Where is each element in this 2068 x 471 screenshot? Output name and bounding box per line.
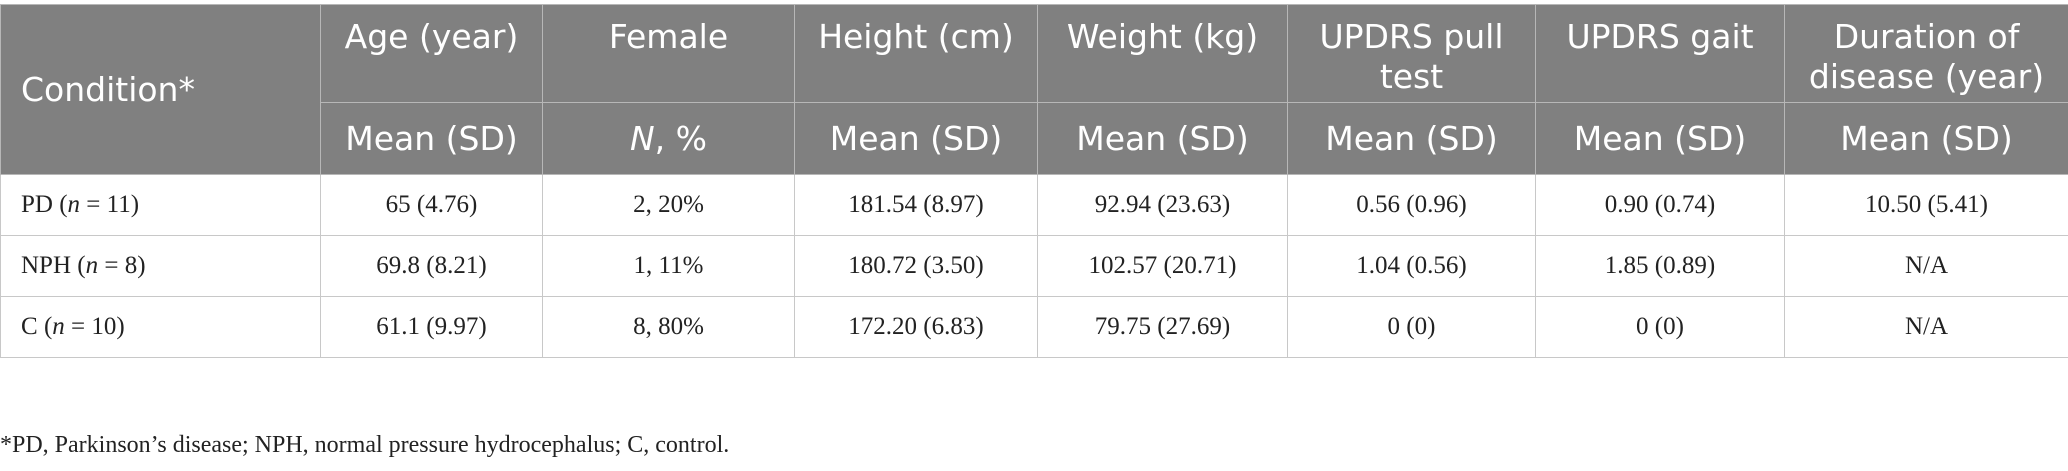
table-cell-weight: 102.57 (20.71): [1037, 235, 1288, 297]
stat-header-female-n: N: [629, 118, 655, 158]
stat-header-updrs-pull-test: Mean (SD): [1287, 102, 1536, 175]
table-cell-weight: 79.75 (27.69): [1037, 296, 1288, 358]
column-header-weight: Weight (kg): [1037, 4, 1288, 103]
table-cell-duration-of-disease: 10.50 (5.41): [1784, 174, 2068, 236]
group-name: C: [21, 313, 38, 340]
column-header-age: Age (year): [320, 4, 543, 103]
stat-header-updrs-gait: Mean (SD): [1535, 102, 1785, 175]
group-n-variable: n: [67, 191, 81, 218]
stat-header-duration-of-disease: Mean (SD): [1784, 102, 2068, 175]
table-cell-updrs-gait: 0 (0): [1535, 296, 1785, 358]
condition-header: Condition*: [0, 4, 321, 175]
row-label-nph: NPH (n = 8): [0, 235, 321, 297]
group-name: PD: [21, 191, 53, 218]
stat-header-female: N, %: [542, 102, 795, 175]
row-label-pd: PD (n = 11): [0, 174, 321, 236]
group-n-prefix: (: [71, 252, 86, 279]
table-cell-updrs-pull-test: 0.56 (0.96): [1287, 174, 1536, 236]
table-row: NPH (n = 8) 69.8 (8.21) 1, 11% 180.72 (3…: [0, 235, 2068, 297]
stat-header-weight: Mean (SD): [1037, 102, 1288, 175]
group-n-value: = 10): [64, 313, 125, 340]
group-n-prefix: (: [52, 191, 68, 218]
table-cell-height: 180.72 (3.50): [794, 235, 1038, 297]
table-cell-age: 69.8 (8.21): [320, 235, 543, 297]
table-cell-height: 172.20 (6.83): [794, 296, 1038, 358]
demographics-table: Condition* Age (year) Female Height (cm)…: [0, 4, 2068, 358]
table-cell-duration-of-disease: N/A: [1784, 296, 2068, 358]
stat-header-height: Mean (SD): [794, 102, 1038, 175]
group-n-prefix: (: [37, 313, 53, 340]
table-cell-height: 181.54 (8.97): [794, 174, 1038, 236]
table-cell-updrs-gait: 1.85 (0.89): [1535, 235, 1785, 297]
table-cell-updrs-pull-test: 1.04 (0.56): [1287, 235, 1536, 297]
group-n-value: = 11): [80, 191, 140, 218]
group-n-variable: n: [52, 313, 65, 340]
table-cell-duration-of-disease: N/A: [1784, 235, 2068, 297]
column-header-duration-of-disease: Duration of disease (year): [1784, 4, 2068, 103]
table-row: PD (n = 11) 65 (4.76) 2, 20% 181.54 (8.9…: [0, 174, 2068, 236]
stat-header-age: Mean (SD): [320, 102, 543, 175]
column-header-height: Height (cm): [794, 4, 1038, 103]
group-n-value: = 8): [98, 252, 146, 279]
table-cell-age: 61.1 (9.97): [320, 296, 543, 358]
table-cell-female: 8, 80%: [542, 296, 795, 358]
table-cell-updrs-gait: 0.90 (0.74): [1535, 174, 1785, 236]
table-cell-female: 2, 20%: [542, 174, 795, 236]
column-header-updrs-gait: UPDRS gait: [1535, 4, 1785, 103]
table-row: C (n = 10) 61.1 (9.97) 8, 80% 172.20 (6.…: [0, 296, 2068, 358]
table-cell-weight: 92.94 (23.63): [1037, 174, 1288, 236]
group-name: NPH: [21, 252, 72, 279]
table-cell-age: 65 (4.76): [320, 174, 543, 236]
column-header-updrs-pull-test: UPDRS pull test: [1287, 4, 1536, 103]
column-header-female: Female: [542, 4, 795, 103]
stat-header-female-percent: , %: [654, 118, 708, 158]
group-n-variable: n: [85, 252, 99, 279]
table-footnote: *PD, Parkinson’s disease; NPH, normal pr…: [0, 432, 730, 458]
header-row-statistics: Mean (SD) N, % Mean (SD) Mean (SD) Mean …: [1, 102, 2068, 175]
table-cell-female: 1, 11%: [542, 235, 795, 297]
table-cell-updrs-pull-test: 0 (0): [1287, 296, 1536, 358]
header-row-labels: Condition* Age (year) Female Height (cm)…: [0, 4, 2068, 175]
row-label-control: C (n = 10): [0, 296, 321, 358]
